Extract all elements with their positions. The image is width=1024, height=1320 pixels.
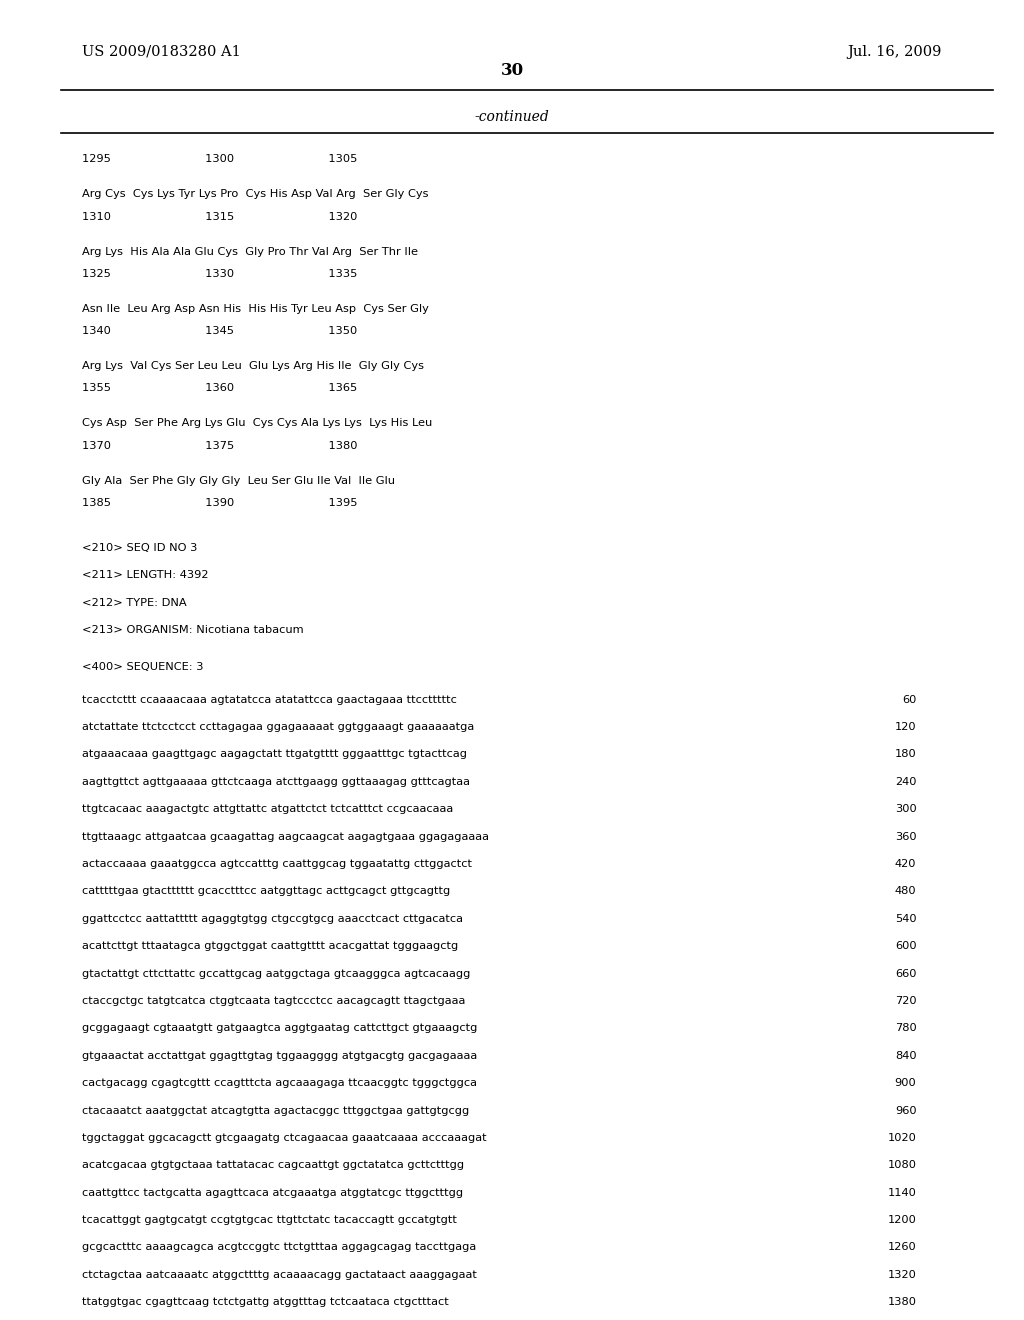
Text: <211> LENGTH: 4392: <211> LENGTH: 4392 bbox=[82, 570, 209, 581]
Text: 420: 420 bbox=[895, 859, 916, 869]
Text: ggattcctcc aattattttt agaggtgtgg ctgccgtgcg aaacctcact cttgacatca: ggattcctcc aattattttt agaggtgtgg ctgccgt… bbox=[82, 913, 463, 924]
Text: ctctagctaa aatcaaaatc atggcttttg acaaaacagg gactataact aaaggagaat: ctctagctaa aatcaaaatc atggcttttg acaaaac… bbox=[82, 1270, 477, 1280]
Text: tcacattggt gagtgcatgt ccgtgtgcac ttgttctatc tacaccagtt gccatgtgtt: tcacattggt gagtgcatgt ccgtgtgcac ttgttct… bbox=[82, 1216, 457, 1225]
Text: 1380: 1380 bbox=[888, 1298, 916, 1307]
Text: 120: 120 bbox=[895, 722, 916, 733]
Text: ttatggtgac cgagttcaag tctctgattg atggtttag tctcaataca ctgctttact: ttatggtgac cgagttcaag tctctgattg atggttt… bbox=[82, 1298, 449, 1307]
Text: 960: 960 bbox=[895, 1106, 916, 1115]
Text: 240: 240 bbox=[895, 777, 916, 787]
Text: gcggagaagt cgtaaatgtt gatgaagtca aggtgaatag cattcttgct gtgaaagctg: gcggagaagt cgtaaatgtt gatgaagtca aggtgaa… bbox=[82, 1023, 477, 1034]
Text: 1355                          1360                          1365: 1355 1360 1365 bbox=[82, 383, 357, 393]
Text: Asn Ile  Leu Arg Asp Asn His  His His Tyr Leu Asp  Cys Ser Gly: Asn Ile Leu Arg Asp Asn His His His Tyr … bbox=[82, 304, 429, 314]
Text: 1310                          1315                          1320: 1310 1315 1320 bbox=[82, 211, 357, 222]
Text: 1385                          1390                          1395: 1385 1390 1395 bbox=[82, 498, 357, 508]
Text: Jul. 16, 2009: Jul. 16, 2009 bbox=[848, 45, 942, 59]
Text: 60: 60 bbox=[902, 694, 916, 705]
Text: cactgacagg cgagtcgttt ccagtttcta agcaaagaga ttcaacggtc tgggctggca: cactgacagg cgagtcgttt ccagtttcta agcaaag… bbox=[82, 1078, 477, 1088]
Text: 600: 600 bbox=[895, 941, 916, 952]
Text: ctacaaatct aaatggctat atcagtgtta agactacggc tttggctgaa gattgtgcgg: ctacaaatct aaatggctat atcagtgtta agactac… bbox=[82, 1106, 469, 1115]
Text: acatcgacaa gtgtgctaaa tattatacac cagcaattgt ggctatatca gcttctttgg: acatcgacaa gtgtgctaaa tattatacac cagcaat… bbox=[82, 1160, 464, 1171]
Text: gtactattgt cttcttattc gccattgcag aatggctaga gtcaagggca agtcacaagg: gtactattgt cttcttattc gccattgcag aatggct… bbox=[82, 969, 470, 978]
Text: 660: 660 bbox=[895, 969, 916, 978]
Text: tcacctcttt ccaaaacaaa agtatatcca atatattcca gaactagaaa ttcctttttc: tcacctcttt ccaaaacaaa agtatatcca atatatt… bbox=[82, 694, 457, 705]
Text: 1140: 1140 bbox=[888, 1188, 916, 1197]
Text: 1295                          1300                          1305: 1295 1300 1305 bbox=[82, 154, 357, 165]
Text: 900: 900 bbox=[895, 1078, 916, 1088]
Text: atctattate ttctcctcct ccttagagaa ggagaaaaat ggtggaaagt gaaaaaatga: atctattate ttctcctcct ccttagagaa ggagaaa… bbox=[82, 722, 474, 733]
Text: actaccaaaa gaaatggcca agtccatttg caattggcag tggaatattg cttggactct: actaccaaaa gaaatggcca agtccatttg caattgg… bbox=[82, 859, 472, 869]
Text: gcgcactttc aaaagcagca acgtccggtc ttctgtttaa aggagcagag taccttgaga: gcgcactttc aaaagcagca acgtccggtc ttctgtt… bbox=[82, 1242, 476, 1253]
Text: 1370                          1375                          1380: 1370 1375 1380 bbox=[82, 441, 357, 450]
Text: 360: 360 bbox=[895, 832, 916, 842]
Text: atgaaacaaa gaagttgagc aagagctatt ttgatgtttt gggaatttgc tgtacttcag: atgaaacaaa gaagttgagc aagagctatt ttgatgt… bbox=[82, 750, 467, 759]
Text: Arg Lys  His Ala Ala Glu Cys  Gly Pro Thr Val Arg  Ser Thr Ile: Arg Lys His Ala Ala Glu Cys Gly Pro Thr … bbox=[82, 247, 418, 256]
Text: Arg Lys  Val Cys Ser Leu Leu  Glu Lys Arg His Ile  Gly Gly Cys: Arg Lys Val Cys Ser Leu Leu Glu Lys Arg … bbox=[82, 362, 424, 371]
Text: 840: 840 bbox=[895, 1051, 916, 1061]
Text: ttgtcacaac aaagactgtc attgttattc atgattctct tctcatttct ccgcaacaaa: ttgtcacaac aaagactgtc attgttattc atgattc… bbox=[82, 804, 454, 814]
Text: 1260: 1260 bbox=[888, 1242, 916, 1253]
Text: 300: 300 bbox=[895, 804, 916, 814]
Text: US 2009/0183280 A1: US 2009/0183280 A1 bbox=[82, 45, 241, 59]
Text: acattcttgt tttaatagca gtggctggat caattgtttt acacgattat tgggaagctg: acattcttgt tttaatagca gtggctggat caattgt… bbox=[82, 941, 458, 952]
Text: 1340                          1345                          1350: 1340 1345 1350 bbox=[82, 326, 357, 337]
Text: ctaccgctgc tatgtcatca ctggtcaata tagtccctcc aacagcagtt ttagctgaaa: ctaccgctgc tatgtcatca ctggtcaata tagtccc… bbox=[82, 997, 465, 1006]
Text: catttttgaa gtactttttt gcacctttcc aatggttagc acttgcagct gttgcagttg: catttttgaa gtactttttt gcacctttcc aatggtt… bbox=[82, 887, 451, 896]
Text: 480: 480 bbox=[895, 887, 916, 896]
Text: tggctaggat ggcacagctt gtcgaagatg ctcagaacaa gaaatcaaaa acccaaagat: tggctaggat ggcacagctt gtcgaagatg ctcagaa… bbox=[82, 1133, 486, 1143]
Text: caattgttcc tactgcatta agagttcaca atcgaaatga atggtatcgc ttggctttgg: caattgttcc tactgcatta agagttcaca atcgaaa… bbox=[82, 1188, 463, 1197]
Text: 780: 780 bbox=[895, 1023, 916, 1034]
Text: 1200: 1200 bbox=[888, 1216, 916, 1225]
Text: 180: 180 bbox=[895, 750, 916, 759]
Text: <400> SEQUENCE: 3: <400> SEQUENCE: 3 bbox=[82, 663, 204, 672]
Text: <212> TYPE: DNA: <212> TYPE: DNA bbox=[82, 598, 186, 607]
Text: ttgttaaagc attgaatcaa gcaagattag aagcaagcat aagagtgaaa ggagagaaaa: ttgttaaagc attgaatcaa gcaagattag aagcaag… bbox=[82, 832, 488, 842]
Text: gtgaaactat acctattgat ggagttgtag tggaagggg atgtgacgtg gacgagaaaa: gtgaaactat acctattgat ggagttgtag tggaagg… bbox=[82, 1051, 477, 1061]
Text: 1325                          1330                          1335: 1325 1330 1335 bbox=[82, 269, 357, 279]
Text: aagttgttct agttgaaaaa gttctcaaga atcttgaagg ggttaaagag gtttcagtaa: aagttgttct agttgaaaaa gttctcaaga atcttga… bbox=[82, 777, 470, 787]
Text: 1320: 1320 bbox=[888, 1270, 916, 1280]
Text: Gly Ala  Ser Phe Gly Gly Gly  Leu Ser Glu Ile Val  Ile Glu: Gly Ala Ser Phe Gly Gly Gly Leu Ser Glu … bbox=[82, 475, 395, 486]
Text: -continued: -continued bbox=[475, 110, 549, 124]
Text: <213> ORGANISM: Nicotiana tabacum: <213> ORGANISM: Nicotiana tabacum bbox=[82, 624, 303, 635]
Text: Cys Asp  Ser Phe Arg Lys Glu  Cys Cys Ala Lys Lys  Lys His Leu: Cys Asp Ser Phe Arg Lys Glu Cys Cys Ala … bbox=[82, 418, 432, 428]
Text: 1080: 1080 bbox=[888, 1160, 916, 1171]
Text: <210> SEQ ID NO 3: <210> SEQ ID NO 3 bbox=[82, 543, 198, 553]
Text: 540: 540 bbox=[895, 913, 916, 924]
Text: 30: 30 bbox=[501, 62, 523, 79]
Text: 720: 720 bbox=[895, 997, 916, 1006]
Text: Arg Cys  Cys Lys Tyr Lys Pro  Cys His Asp Val Arg  Ser Gly Cys: Arg Cys Cys Lys Tyr Lys Pro Cys His Asp … bbox=[82, 189, 428, 199]
Text: 1020: 1020 bbox=[888, 1133, 916, 1143]
